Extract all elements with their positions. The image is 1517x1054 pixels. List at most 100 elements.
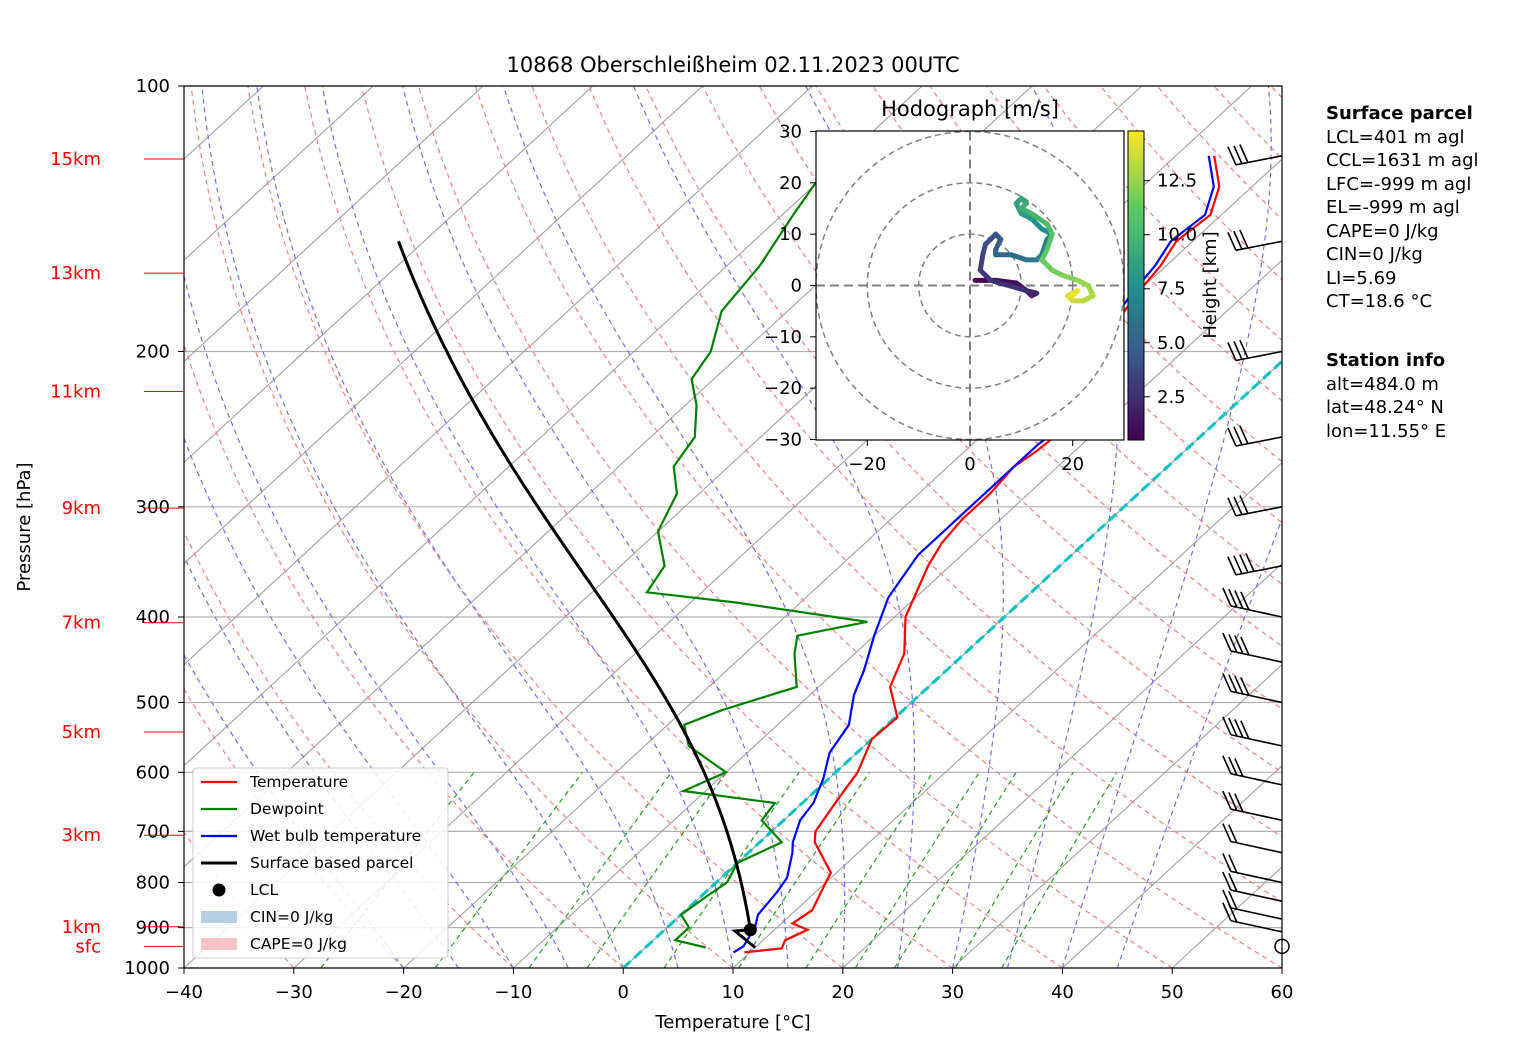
y-tick-label: 200 [136,342,170,363]
isotherm-line [1062,765,1282,968]
legend-label: Wet bulb temperature [250,827,421,845]
surface-parcel-lcl: LCL=401 m agl [1326,126,1465,148]
wind-barb-flag [1222,823,1232,842]
isotherm-line [513,259,1282,968]
height-tick-label: 9km [62,498,101,519]
hodograph-x-tick-label: 20 [1061,454,1084,475]
surface-parcel-li: LI=5.69 [1326,267,1397,289]
hodograph-y-tick-label: 30 [779,122,802,143]
wind-barb-flag [1233,230,1243,250]
hodograph-trace [972,195,1096,304]
station-longitude: lon=11.55° E [1326,420,1447,442]
wind-barb-flag [1239,554,1249,573]
dry-adiabat [360,86,1063,968]
hodograph-segment [1044,231,1055,253]
colorbar-tick-label: 7.5 [1157,279,1186,300]
surface-parcel-panel: Surface parcel LCL=401 m agl CCL=1631 m … [1326,102,1479,314]
wind-barb [1227,495,1283,517]
wind-barb-staff [1235,240,1283,252]
x-tick-label: −30 [275,982,313,1003]
skewt-plot: −40 −30 −20 −10 0 10 20 30 40 50 60 10009008007006… [14,76,1293,1033]
wind-barb [1222,853,1283,884]
height-tick-label: 13km [50,263,101,284]
wind-barb-flag [1228,717,1238,737]
x-tick-label: −10 [494,982,532,1003]
x-tick-label: 0 [617,982,628,1003]
wind-barb-flag [1227,427,1237,447]
wind-barb-flag [1234,719,1244,738]
wind-barb-staff [1230,808,1283,822]
y-tick-label: 700 [136,821,170,842]
wind-barb-flag [1222,871,1232,891]
wind-barb-flag [1239,229,1249,249]
hodograph-ticks: −20 0 20 30 20 10 0 −10 −20 −30 [764,122,1084,476]
x-tick-label: 30 [941,982,964,1003]
hodograph-title: Hodograph [m/s] [881,97,1059,121]
y-tick-label: 800 [136,873,170,894]
lcl-marker [743,923,757,937]
wind-barb-flag [1239,144,1249,163]
isotherm-line [184,86,484,363]
height-tick-label: 1km [62,917,101,938]
hodograph-y-tick-label: 10 [779,224,802,245]
hodograph-segment [1008,252,1029,263]
surface-parcel-cin: CIN=0 J/kg [1326,244,1423,265]
dry-adiabat [474,86,1282,968]
wind-barb-flag [1234,635,1244,654]
wind-barb-flag [1239,339,1249,359]
wind-barb-flag [1228,633,1238,653]
wind-barb-flag [1240,720,1250,740]
hodograph-x-tick-label: −20 [848,454,886,475]
wind-barb-flag [1228,854,1238,874]
height-tick-label: sfc [75,936,101,957]
wind-barb-staff [1235,155,1283,166]
y-tick-label: 300 [136,497,170,518]
wind-barb-staff [1235,436,1283,447]
hodograph-segment [1070,288,1081,299]
y-tick-label: 900 [136,918,170,939]
colorbar-tick-label: 12.5 [1157,171,1197,192]
height-tick-label: 11km [50,381,101,402]
wind-barb [1222,632,1283,663]
wind-barb-staff [1230,870,1283,884]
wind-barb [1227,144,1283,166]
y-tick-label: 400 [136,607,170,628]
mixing-ratio-line [434,771,584,968]
wind-barb [1222,889,1283,920]
mixing-ratio-line [528,771,672,968]
wind-barb-flag [1222,902,1232,922]
hodograph-segment [977,252,986,273]
y-tick-label: 500 [136,692,170,713]
x-tick-label: 40 [1051,982,1074,1003]
hodograph-y-tick-label: 0 [791,276,802,297]
y-tick-label: 600 [136,762,170,783]
wind-barb-flag [1239,425,1249,444]
surface-parcel-ccl: CCL=1631 m agl [1326,150,1479,171]
height-tick-label: 7km [62,613,101,634]
x-tick-label: 20 [831,982,854,1003]
wind-barb-flag [1222,853,1232,872]
hodograph-y-tick-label: −10 [764,327,802,348]
wind-barb [1222,790,1283,822]
isotherm-line [184,86,813,666]
wind-barb-staff [1230,772,1283,786]
wind-barb [1222,823,1283,854]
wind-barb-flag [1222,632,1232,652]
wind-barb-flag [1228,588,1238,608]
hodograph-x-tick-label: 0 [964,454,975,475]
dry-adiabat [588,86,1282,838]
wind-barb-flag [1228,756,1238,776]
wind-barb-flag [1222,889,1232,909]
moist-adiabat [321,86,734,968]
station-altitude: alt=484.0 m [1326,373,1439,395]
isotherm-line [952,663,1282,968]
wind-barb-staff [1230,889,1283,902]
wind-barb-flag [1227,497,1237,517]
height-tick-label: 5km [62,722,101,743]
moist-adiabat [256,86,679,968]
dry-adiabat [531,86,1282,903]
wind-barb-flag [1245,553,1255,572]
x-tick-label: 10 [722,982,745,1003]
wind-barb [1227,339,1283,362]
